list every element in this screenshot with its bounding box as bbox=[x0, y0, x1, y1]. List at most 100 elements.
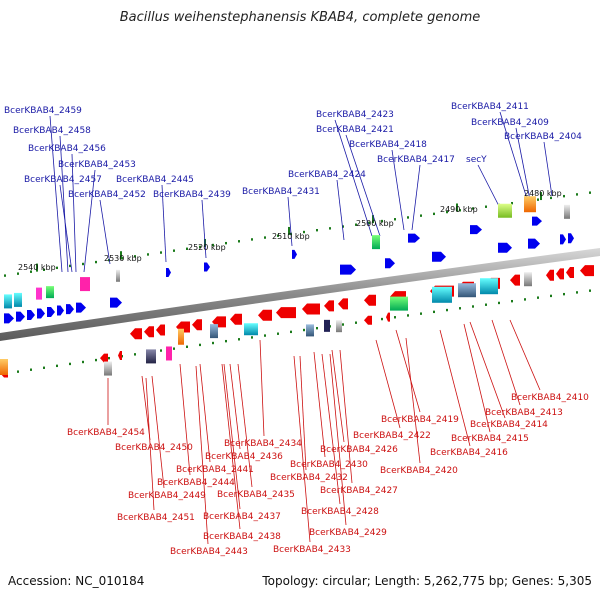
scale-tick bbox=[459, 209, 461, 212]
gene-label: BcerKBAB4_2426 bbox=[320, 445, 398, 455]
accession-text: Accession: NC_010184 bbox=[8, 574, 145, 588]
leader-line bbox=[313, 351, 326, 458]
scale-tick bbox=[394, 316, 396, 319]
scale-tick bbox=[537, 296, 539, 299]
gene-color-block bbox=[524, 196, 536, 213]
scale-tick bbox=[589, 191, 591, 194]
top-gene-labels: BcerKBAB4_2459 BcerKBAB4_2458 BcerKBAB4_… bbox=[4, 102, 582, 200]
gene-label: BcerKBAB4_2457 bbox=[24, 175, 102, 185]
scale-tick bbox=[355, 223, 357, 226]
gene-label: BcerKBAB4_2431 bbox=[242, 187, 320, 197]
scale-tick bbox=[407, 314, 409, 317]
label-leader-lines bbox=[49, 111, 553, 545]
gene-label: BcerKBAB4_2428 bbox=[301, 507, 379, 517]
scale-tick bbox=[537, 198, 539, 201]
gene-color-block bbox=[324, 319, 330, 332]
scale-tick bbox=[134, 255, 136, 258]
gene-label: BcerKBAB4_2458 bbox=[13, 126, 91, 136]
leader-line bbox=[299, 355, 307, 471]
forward-gene-arrow bbox=[27, 309, 35, 320]
gene-color-block bbox=[80, 277, 90, 292]
forward-gene-arrow bbox=[4, 313, 14, 324]
gene-label: BcerKBAB4_2410 bbox=[511, 393, 589, 403]
reverse-gene-arrow bbox=[302, 303, 320, 315]
gene-label: BcerKBAB4_2451 bbox=[117, 513, 195, 523]
gene-color-block bbox=[524, 272, 532, 287]
scale-tick bbox=[43, 268, 45, 271]
leader-line bbox=[83, 169, 96, 273]
gene-label: BcerKBAB4_2421 bbox=[316, 125, 394, 135]
scale-tick bbox=[251, 336, 253, 339]
gene-label: BcerKBAB4_2436 bbox=[205, 452, 283, 462]
gene-color-block bbox=[210, 324, 218, 339]
scale-tick bbox=[472, 207, 474, 210]
scale-tick bbox=[56, 364, 58, 368]
leader-line bbox=[195, 365, 209, 545]
scale-tick bbox=[576, 193, 578, 196]
gene-label: BcerKBAB4_2429 bbox=[309, 528, 387, 538]
gene-color-block bbox=[104, 361, 112, 376]
gene-label: BcerKBAB4_2409 bbox=[471, 118, 549, 128]
scale-tick bbox=[550, 294, 552, 298]
map-title: Bacillus weihenstephanensis KBAB4, compl… bbox=[119, 10, 481, 25]
gene-label: BcerKBAB4_2415 bbox=[451, 434, 529, 444]
scale-tick bbox=[56, 266, 58, 270]
gene-label: BcerKBAB4_2420 bbox=[380, 466, 458, 476]
scale-tick bbox=[589, 289, 591, 292]
gene-label: BcerKBAB4_2453 bbox=[58, 160, 136, 170]
scale-tick bbox=[17, 272, 19, 275]
scale-tick bbox=[277, 332, 279, 335]
forward-gene-arrow bbox=[292, 249, 297, 259]
forward-gene-arrow bbox=[110, 297, 122, 308]
reverse-gene-arrow bbox=[364, 315, 372, 325]
forward-gene-arrow bbox=[560, 234, 566, 245]
gene-color-block bbox=[372, 235, 380, 250]
reverse-gene-arrow bbox=[386, 312, 390, 322]
gene-label: BcerKBAB4_2450 bbox=[115, 443, 193, 453]
scale-tick bbox=[446, 210, 448, 214]
gene-color-block bbox=[178, 328, 184, 345]
reverse-gene-arrow bbox=[546, 269, 554, 281]
gene-label: BcerKBAB4_2438 bbox=[203, 532, 281, 542]
leader-line bbox=[336, 179, 345, 241]
leader-line bbox=[145, 377, 155, 511]
gene-label: BcerKBAB4_2437 bbox=[203, 512, 281, 522]
scale-major-tick bbox=[456, 203, 458, 212]
forward-gene-arrow bbox=[568, 233, 574, 244]
scale-tick bbox=[368, 221, 370, 225]
forward-gene-arrow bbox=[166, 267, 171, 277]
leader-line bbox=[293, 355, 311, 543]
gene-label: secY bbox=[466, 155, 487, 165]
scale-tick bbox=[264, 236, 266, 239]
gene-label: BcerKBAB4_2439 bbox=[153, 190, 231, 200]
scale-tick bbox=[212, 341, 214, 345]
scale-tick bbox=[316, 326, 318, 330]
leader-line bbox=[509, 319, 541, 391]
scale-label-2510: 2510 kbp bbox=[272, 232, 310, 241]
gene-label: BcerKBAB4_2459 bbox=[4, 106, 82, 116]
leader-line bbox=[491, 319, 521, 406]
gene-label: BcerKBAB4_2435 bbox=[217, 490, 295, 500]
gene-label: BcerKBAB4_2441 bbox=[176, 465, 254, 475]
scale-tick bbox=[30, 270, 32, 273]
scale-label-2530: 2530 kbp bbox=[104, 254, 142, 263]
scale-tick bbox=[355, 321, 357, 324]
scale-tick bbox=[69, 362, 71, 366]
scale-major-tick bbox=[372, 215, 374, 224]
scale-tick bbox=[212, 243, 214, 247]
genome-backbone bbox=[0, 248, 600, 341]
scale-tick bbox=[420, 312, 422, 315]
scale-tick bbox=[576, 291, 578, 294]
scale-tick bbox=[329, 227, 331, 230]
topology-text: Topology: circular; Length: 5,262,775 bp… bbox=[262, 574, 592, 588]
scale-tick bbox=[225, 241, 227, 245]
leader-line bbox=[391, 149, 405, 231]
gene-label: BcerKBAB4_2411 bbox=[451, 102, 529, 112]
leader-line bbox=[339, 349, 353, 484]
gene-label: BcerKBAB4_2414 bbox=[470, 420, 548, 430]
leader-line bbox=[59, 184, 73, 273]
gene-color-block bbox=[4, 294, 12, 309]
scale-tick bbox=[186, 247, 188, 250]
scale-tick bbox=[381, 317, 383, 321]
